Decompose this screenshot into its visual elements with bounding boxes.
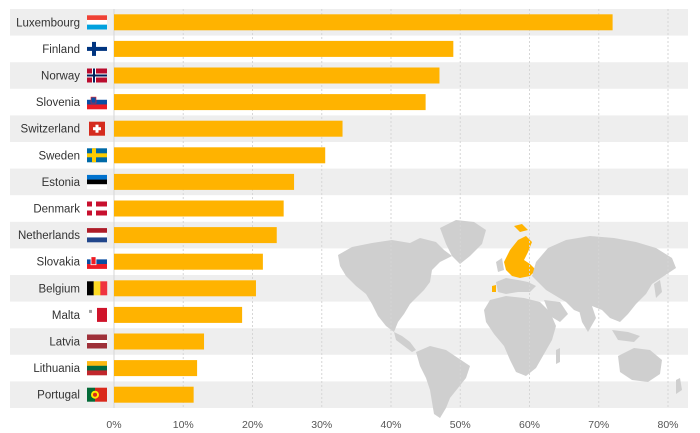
map-madagascar — [556, 348, 560, 364]
category-label: Slovakia — [37, 257, 81, 269]
luxembourg-flag-icon — [87, 15, 107, 30]
flags — [87, 15, 108, 402]
bar — [114, 306, 243, 323]
map-southeast-asia — [612, 330, 640, 342]
map-europe-highlighted — [504, 224, 536, 278]
row-band — [10, 328, 688, 355]
category-label: Portugal — [37, 390, 80, 402]
map-australia — [618, 348, 662, 382]
x-axis-tick-labels: 0% 10% 20% 30% 40% 50% 60% 70% 80% — [106, 419, 678, 431]
map-central-america — [394, 332, 416, 352]
row-band — [10, 381, 688, 408]
lithuania-flag-icon — [87, 361, 107, 376]
map-southern-europe — [496, 278, 536, 294]
slovakia-flag-icon — [87, 254, 107, 269]
belgium-flag-icon — [87, 281, 108, 296]
bar — [114, 386, 194, 403]
category-label: Luxembourg — [16, 17, 80, 29]
bar — [114, 94, 426, 111]
category-label: Malta — [52, 310, 81, 322]
category-label: Lithuania — [33, 363, 80, 375]
x-tick-label: 70% — [588, 419, 609, 431]
slovenia-flag-icon — [87, 95, 107, 110]
x-tick-label: 40% — [380, 419, 401, 431]
x-tick-label: 10% — [173, 419, 194, 431]
x-tick-label: 80% — [657, 419, 678, 431]
x-tick-label: 50% — [450, 419, 471, 431]
bar — [114, 253, 263, 270]
map-new-zealand — [676, 378, 682, 394]
map-south-america — [416, 346, 470, 418]
map-india — [578, 306, 596, 332]
x-tick-label: 0% — [106, 419, 121, 431]
map-japan — [654, 280, 662, 298]
map-greenland — [440, 220, 486, 264]
category-label: Denmark — [33, 204, 80, 216]
category-label: Netherlands — [18, 230, 80, 242]
norway-flag-icon — [87, 68, 107, 83]
category-label: Finland — [42, 44, 80, 56]
x-tick-label: 60% — [519, 419, 540, 431]
bar — [114, 280, 256, 297]
category-label: Estonia — [42, 177, 81, 189]
category-label: Sweden — [38, 150, 80, 162]
bar — [114, 360, 198, 377]
denmark-flag-icon — [87, 201, 107, 216]
row-band — [10, 115, 688, 142]
category-label: Belgium — [38, 283, 80, 295]
netherlands-flag-icon — [87, 228, 107, 243]
map-asia — [532, 236, 676, 322]
map-north-america — [338, 238, 452, 332]
category-label: Switzerland — [21, 124, 80, 136]
category-labels: Luxembourg Finland Norway Slovenia Switzerla… — [16, 17, 81, 401]
bar — [114, 14, 613, 31]
bar — [114, 173, 295, 190]
category-label: Slovenia — [36, 97, 81, 109]
category-label: Latvia — [49, 337, 80, 349]
x-tick-label: 30% — [311, 419, 332, 431]
map-uk — [496, 258, 504, 272]
map-arabia — [544, 300, 568, 322]
bars — [114, 14, 613, 403]
latvia-flag-icon — [87, 334, 107, 349]
world-map — [338, 220, 682, 418]
bar — [114, 120, 343, 137]
estonia-flag-icon — [87, 174, 107, 190]
bar — [114, 40, 454, 57]
row-band — [10, 168, 688, 196]
bar — [114, 333, 205, 350]
map-portugal-highlighted — [492, 285, 496, 292]
x-tick-label: 20% — [242, 419, 263, 431]
bar — [114, 147, 326, 164]
sweden-flag-icon — [87, 148, 107, 163]
bar — [114, 227, 277, 244]
map-africa — [484, 296, 556, 376]
finland-flag-icon — [87, 41, 107, 56]
switzerland-flag-icon — [89, 121, 105, 136]
bar — [114, 200, 284, 217]
portugal-flag-icon — [87, 387, 107, 402]
bar — [114, 67, 440, 84]
category-label: Norway — [41, 71, 80, 83]
malta-flag-icon — [87, 307, 107, 322]
